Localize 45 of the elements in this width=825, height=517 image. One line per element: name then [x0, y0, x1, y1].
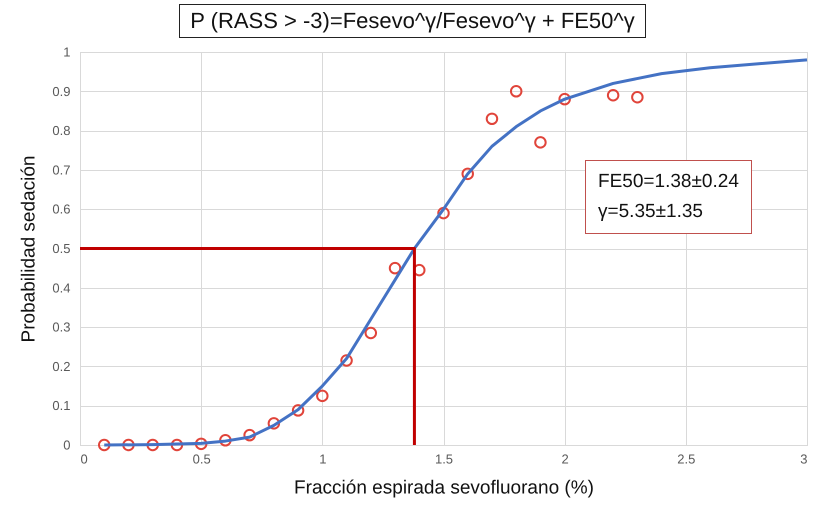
point: [486, 112, 498, 126]
point: [510, 85, 522, 98]
x-tick-label: 0.5: [192, 452, 211, 466]
y-tick-label: 0.9: [52, 84, 70, 99]
y-tick-label: 0.8: [52, 123, 70, 138]
y-tick-label: 0.4: [52, 280, 70, 296]
annotation: γ=5.35±1.35: [598, 200, 704, 224]
point: [146, 438, 159, 452]
chart-title: P (RASS > -3)=Fesevo^γ/Fesevo^γ + FE50^γ: [179, 4, 646, 38]
point: [558, 92, 571, 106]
y-tick-label: 0.7: [52, 162, 70, 178]
y-tick-label: 1: [63, 44, 70, 60]
x-axis-title: Fracción espirada sevofluorano (%): [294, 478, 594, 498]
point: [292, 404, 304, 417]
y-tick-label: 0: [63, 438, 70, 452]
point: [98, 438, 110, 452]
y-axis-title: Probabilidad sedación: [18, 156, 40, 342]
point: [316, 390, 329, 402]
x-tick-label: 1: [319, 452, 326, 466]
y-tick-label: 0.1: [52, 398, 70, 414]
y-tick-label: 0.6: [52, 202, 70, 217]
point: [437, 206, 450, 220]
point: [268, 417, 280, 430]
annotation: FE50=1.38±0.24: [598, 170, 739, 194]
y-tick-label: 0.5: [52, 241, 70, 256]
line-series: [102, 58, 808, 446]
point: [122, 438, 135, 452]
point: [364, 326, 378, 340]
point: [243, 428, 256, 442]
y-tick-label: 0.3: [52, 320, 70, 335]
point: [461, 168, 474, 180]
point: [631, 90, 644, 104]
point: [534, 136, 547, 149]
point: [388, 262, 402, 274]
x-tick-label: 0: [80, 452, 88, 466]
y-tick-label: 0.2: [52, 358, 70, 374]
point: [219, 434, 232, 447]
x-tick-label: 1.5: [434, 452, 454, 466]
x-tick-label: 2.5: [677, 452, 696, 466]
x-tick-label: 3: [800, 452, 808, 466]
x-tick-label: 2: [562, 452, 569, 466]
point: [170, 438, 184, 452]
point: [194, 438, 208, 450]
point: [606, 88, 620, 102]
point: [340, 354, 353, 367]
